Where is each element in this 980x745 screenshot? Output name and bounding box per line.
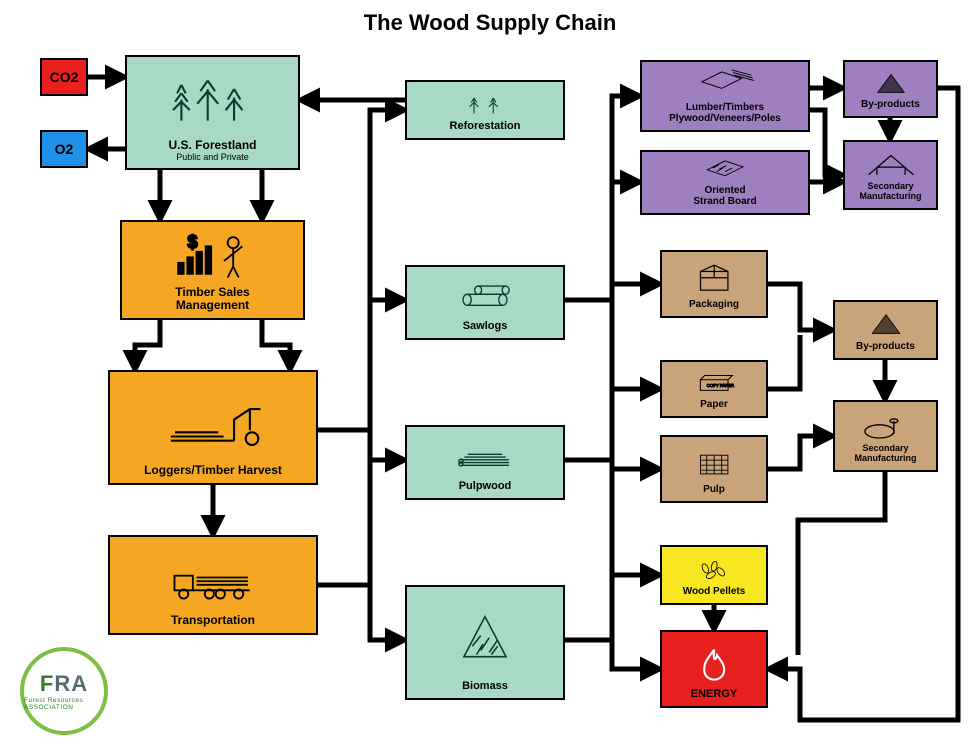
lumber-icon — [646, 62, 804, 102]
node-label: Pulpwood — [459, 480, 512, 492]
node-label: Biomass — [462, 680, 508, 692]
pellets-icon — [666, 551, 762, 586]
paper-icon: COPY PAPER — [666, 366, 762, 399]
node-pulp: Pulp — [660, 435, 768, 503]
node-label: Sawlogs — [463, 320, 508, 332]
node-label: U.S. Forestland — [168, 139, 256, 152]
forestland-icon — [131, 61, 294, 139]
pulpwood-icon — [411, 431, 559, 480]
edge-30 — [768, 284, 833, 330]
node-sublabel: Public and Private — [176, 152, 249, 162]
edge-16 — [612, 96, 640, 300]
node-pellets: Wood Pellets — [660, 545, 768, 605]
node-label: Wood Pellets — [683, 586, 746, 597]
node-timbersales: $ Timber SalesManagement — [120, 220, 305, 320]
node-paper: COPY PAPER Paper — [660, 360, 768, 418]
svg-text:$: $ — [187, 231, 197, 252]
logo-subtitle: Forest Resources ASSOCIATION — [24, 697, 104, 711]
node-label: CO2 — [50, 69, 79, 85]
edge-31 — [768, 335, 800, 389]
node-label: O2 — [55, 141, 74, 157]
node-label: Transportation — [171, 614, 255, 627]
sawlogs-icon — [411, 271, 559, 320]
edge-35 — [798, 472, 885, 655]
timbersales-icon: $ — [126, 226, 299, 286]
node-packaging: Packaging — [660, 250, 768, 318]
logo-letter-f: F — [40, 671, 54, 696]
node-label: Loggers/Timber Harvest — [144, 464, 282, 477]
edge-6 — [262, 320, 290, 370]
node-label: Paper — [700, 399, 728, 410]
byprod1-icon — [849, 66, 932, 99]
transport-icon — [114, 541, 312, 614]
node-label: ENERGY — [691, 688, 737, 700]
edge-13 — [370, 585, 405, 640]
edge-24 — [612, 640, 660, 669]
node-byprod1: By-products — [843, 60, 938, 118]
node-label: Pulp — [703, 484, 725, 495]
secmfg1-icon — [849, 144, 932, 183]
biomass-icon — [411, 591, 559, 680]
node-transport: Transportation — [108, 535, 318, 635]
node-forestland: U.S. ForestlandPublic and Private — [125, 55, 300, 170]
edge-32 — [768, 436, 833, 469]
node-o2: O2 — [40, 130, 88, 168]
node-loggers: Loggers/Timber Harvest — [108, 370, 318, 485]
packaging-icon — [666, 256, 762, 299]
node-pulpwood: Pulpwood — [405, 425, 565, 500]
node-label: OrientedStrand Board — [693, 185, 756, 207]
fra-logo: FRA Forest Resources ASSOCIATION — [20, 647, 108, 735]
node-lumber: Lumber/TimbersPlywood/Veneers/Poles — [640, 60, 810, 132]
reforest-icon — [411, 86, 559, 120]
node-co2: CO2 — [40, 58, 88, 96]
pulp-icon — [666, 441, 762, 484]
node-sawlogs: Sawlogs — [405, 265, 565, 340]
node-label: SecondaryManufacturing — [860, 182, 922, 202]
node-secmfg2: SecondaryManufacturing — [833, 400, 938, 472]
node-label: Packaging — [689, 299, 739, 310]
edge-9 — [370, 110, 405, 430]
secmfg2-icon — [839, 405, 932, 445]
osb-icon — [646, 149, 804, 185]
diagram-title: The Wood Supply Chain — [0, 10, 980, 36]
edge-5 — [135, 320, 160, 370]
node-byprod2: By-products — [833, 300, 938, 360]
edge-27 — [810, 110, 843, 175]
byprod2-icon — [839, 306, 932, 341]
node-reforest: Reforestation — [405, 80, 565, 140]
logo-letter-ra: RA — [54, 671, 88, 696]
node-label: By-products — [861, 99, 920, 110]
node-osb: OrientedStrand Board — [640, 150, 810, 215]
svg-text:COPY PAPER: COPY PAPER — [707, 383, 734, 388]
node-label: Lumber/TimbersPlywood/Veneers/Poles — [669, 102, 781, 124]
node-label: Reforestation — [450, 120, 521, 132]
node-label: By-products — [856, 341, 915, 352]
node-label: Timber SalesManagement — [175, 286, 249, 312]
diagram-canvas: The Wood Supply Chain CO2 O2 U.S. Forestl… — [0, 0, 980, 745]
node-energy: ENERGY — [660, 630, 768, 708]
node-biomass: Biomass — [405, 585, 565, 700]
loggers-icon — [114, 376, 312, 464]
node-label: SecondaryManufacturing — [855, 444, 917, 464]
energy-icon — [666, 636, 762, 688]
node-secmfg1: SecondaryManufacturing — [843, 140, 938, 210]
